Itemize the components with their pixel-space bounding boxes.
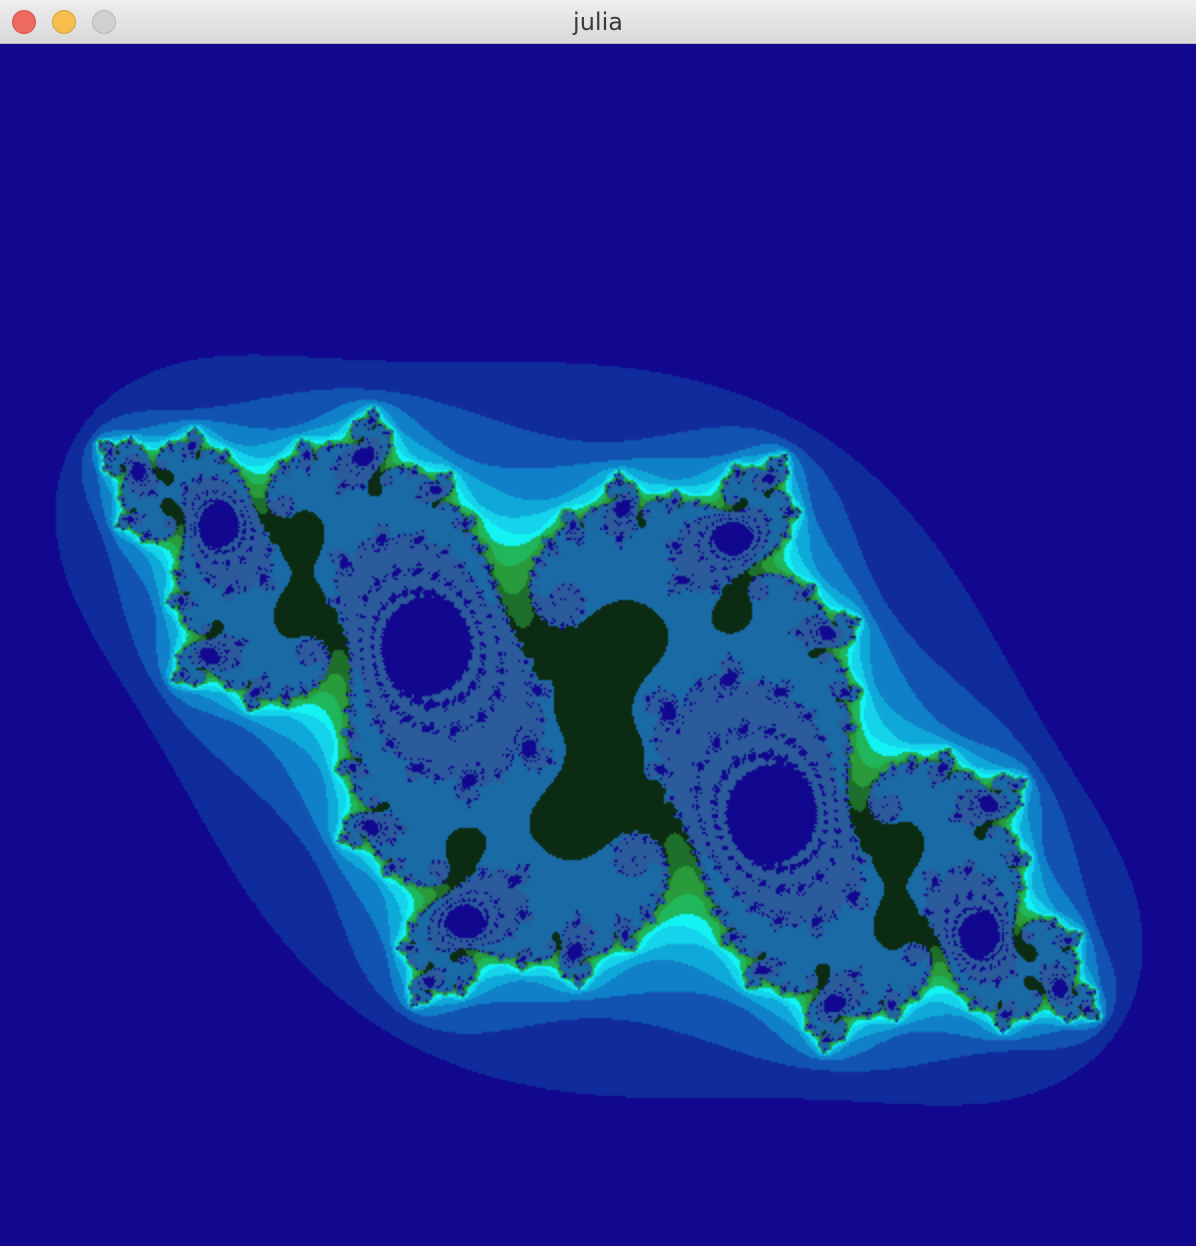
- zoom-icon[interactable]: [92, 10, 116, 34]
- minimize-icon[interactable]: [52, 10, 76, 34]
- close-icon[interactable]: [12, 10, 36, 34]
- fractal-view[interactable]: [0, 44, 1196, 1246]
- window-title: julia: [573, 8, 623, 36]
- julia-fractal-canvas[interactable]: [0, 44, 1196, 1246]
- title-bar[interactable]: julia: [0, 0, 1196, 44]
